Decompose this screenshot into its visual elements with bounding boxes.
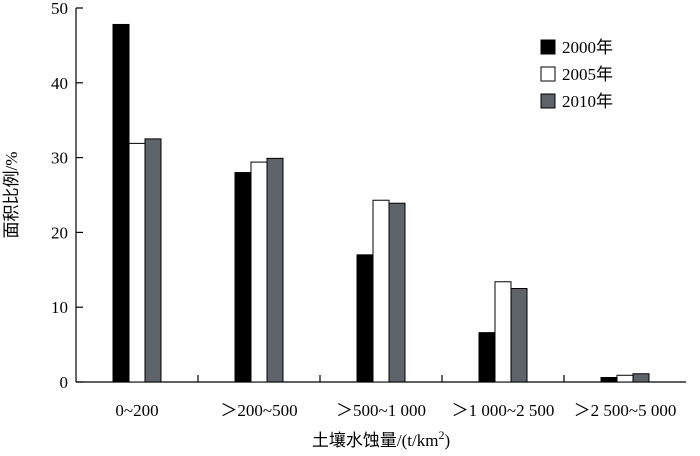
bar-series-2-category-2 [388, 202, 406, 383]
y-axis-title: 面积比例/% [2, 152, 21, 239]
y-tick-label-4: 40 [51, 74, 68, 93]
bar-series-2-category-4 [632, 373, 650, 383]
bar-series-1-category-1 [250, 161, 268, 383]
x-tick-label-0: 0~200 [115, 401, 158, 420]
bar-series-0-category-2 [356, 254, 374, 383]
plot-area: 0 10 20 30 40 50 0~200 ＞200~500 ＞500~1 000 ＞1 00… [51, 0, 686, 420]
bar-series-1-category-4 [616, 374, 634, 383]
legend-label-2: 2010年 [562, 92, 613, 111]
y-tick-label-1: 10 [51, 298, 68, 317]
legend-label-1: 2005年 [562, 65, 613, 84]
x-axis-title-tail: ) [444, 431, 450, 450]
x-axis-title-superscript: 2 [438, 428, 444, 442]
bar-series-2-category-3 [510, 288, 528, 383]
bar-series-0-category-3 [478, 332, 496, 383]
legend-swatch-1 [540, 66, 556, 82]
x-tick-label-3: ＞1 000~2 500 [452, 401, 555, 420]
bar-series-2-category-1 [266, 157, 284, 383]
y-tick-label-5: 50 [51, 0, 68, 18]
bar-series-0-category-4 [600, 377, 618, 383]
legend-swatch-2 [540, 93, 556, 109]
x-ticks: 0~200 ＞200~500 ＞500~1 000 ＞1 000~2 500 ＞2 50… [115, 375, 676, 420]
bar-series-1-category-3 [494, 281, 512, 383]
x-tick-label-1: ＞200~500 [220, 401, 297, 420]
bars [112, 23, 650, 383]
y-tick-label-0: 0 [60, 373, 69, 392]
x-tick-label-4: ＞2 500~5 000 [574, 401, 677, 420]
legend-label-0: 2000年 [562, 38, 613, 57]
x-tick-label-2: ＞500~1 000 [336, 401, 426, 420]
bar-series-1-category-0 [128, 142, 146, 383]
y-tick-label-2: 20 [51, 223, 68, 242]
y-ticks: 0 10 20 30 40 50 [51, 0, 83, 392]
x-axis-title: 土壤水蚀量/(t/km2) [312, 428, 450, 450]
legend-swatch-0 [540, 39, 556, 55]
bar-series-1-category-2 [372, 199, 390, 383]
bar-series-0-category-0 [112, 23, 130, 383]
bar-series-2-category-0 [144, 138, 162, 383]
y-tick-label-3: 30 [51, 149, 68, 168]
legend: 2000年 2005年 2010年 [540, 38, 613, 111]
bar-series-0-category-1 [234, 172, 252, 383]
